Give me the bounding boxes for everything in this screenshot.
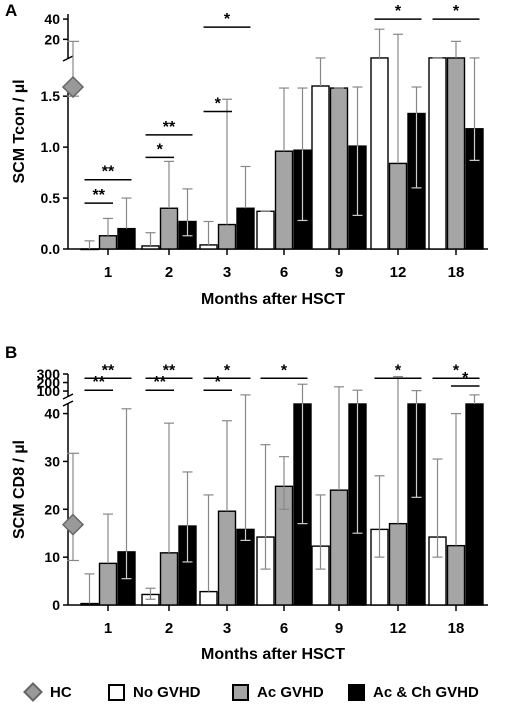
y-tick-label: 40 xyxy=(44,11,60,27)
panel-letter-b: B xyxy=(5,343,17,362)
bar-ac-gvhd-m3 xyxy=(217,510,237,606)
bar-no-gvhd-m2 xyxy=(141,245,160,250)
x-tick-label: 18 xyxy=(448,264,465,281)
y-tick-label: 200 xyxy=(37,375,61,391)
x-tick-label: 1 xyxy=(104,264,112,281)
legend-label-no-gvhd: No GVHD xyxy=(133,683,201,701)
significance-label: * xyxy=(453,3,460,20)
significance-label: * xyxy=(462,370,469,387)
axis-break-mark xyxy=(62,393,74,400)
y-axis-label: SCM Tcon / µl xyxy=(11,79,28,183)
y-tick-label: 0.5 xyxy=(41,190,61,206)
y-tick-label: 40 xyxy=(44,406,60,422)
significance-label: ** xyxy=(102,362,115,379)
y-tick-label: 20 xyxy=(44,31,60,47)
y-tick-label: 0.0 xyxy=(41,241,61,257)
bar-ac-gvhd-m6 xyxy=(274,150,294,250)
bar-no-gvhd-m3 xyxy=(199,590,218,606)
bar-no-gvhd-m3 xyxy=(199,244,218,250)
bar-no-gvhd-m6 xyxy=(256,210,275,250)
bar-ac-gvhd-m18 xyxy=(446,544,466,606)
bar-ac-gvhd-m12 xyxy=(388,522,408,606)
x-tick-label: 2 xyxy=(165,620,173,637)
bar-no-gvhd-m9 xyxy=(311,85,330,250)
significance-label: * xyxy=(395,362,402,379)
x-tick-label: 3 xyxy=(223,620,231,637)
significance-label: * xyxy=(395,3,402,20)
significance-label: * xyxy=(281,362,288,379)
bar-no-gvhd-m1 xyxy=(80,602,99,606)
y-axis-label: SCM CD8 / µl xyxy=(11,440,28,539)
significance-label: * xyxy=(215,374,222,391)
legend-swatch-hc xyxy=(23,682,43,702)
x-tick-label: 12 xyxy=(390,620,407,637)
bar-ac-gvhd-m3 xyxy=(217,223,237,250)
hc-point xyxy=(61,513,85,536)
axis-break-mark xyxy=(62,55,74,62)
x-axis-label: Months after HSCT xyxy=(201,291,345,308)
significance-label: * xyxy=(157,141,164,158)
significance-label: ** xyxy=(163,362,176,379)
bar-no-gvhd-m12 xyxy=(370,57,389,250)
bar-ac-gvhd-m2 xyxy=(159,207,179,250)
significance-label: ** xyxy=(93,187,106,204)
legend-item-ac-ch-gvhd: Ac & Ch GVHD xyxy=(348,677,479,707)
x-tick-label: 6 xyxy=(280,264,288,281)
legend: HC No GVHD Ac GVHD Ac & Ch GVHD xyxy=(0,677,510,707)
bar-ac-gvhd-m9 xyxy=(329,489,349,606)
x-tick-label: 3 xyxy=(223,264,231,281)
x-tick-label: 18 xyxy=(448,620,465,637)
significance-label: * xyxy=(224,362,231,379)
x-tick-label: 6 xyxy=(280,620,288,637)
y-tick-label: 0 xyxy=(52,597,60,613)
significance-label: * xyxy=(224,11,231,28)
x-tick-label: 9 xyxy=(335,264,343,281)
bar-ac-gvhd-m9 xyxy=(329,87,349,250)
legend-item-no-gvhd: No GVHD xyxy=(108,677,201,707)
significance-label: * xyxy=(453,362,460,379)
y-tick-label: 10 xyxy=(44,549,60,565)
legend-item-hc: HC xyxy=(22,677,72,707)
bar-ac-gvhd-m2 xyxy=(159,552,179,606)
bar-ac-ch-gvhd-m18 xyxy=(465,403,484,606)
significance-label: ** xyxy=(163,119,176,136)
panel-letter-a: A xyxy=(5,1,17,20)
bar-ac-gvhd-m1 xyxy=(98,235,118,250)
bar-ac-gvhd-m1 xyxy=(98,562,118,606)
legend-swatch-ac-gvhd xyxy=(232,683,249,701)
y-tick-label: 20 xyxy=(44,501,60,517)
legend-label-ac-ch-gvhd: Ac & Ch GVHD xyxy=(373,683,479,701)
bar-ac-gvhd-m18 xyxy=(446,57,466,250)
x-axis-label: Months after HSCT xyxy=(201,646,345,663)
x-tick-label: 9 xyxy=(335,620,343,637)
legend-item-ac-gvhd: Ac GVHD xyxy=(232,677,324,707)
y-tick-label: 1.5 xyxy=(41,88,61,104)
bar-no-gvhd-m18 xyxy=(428,57,447,250)
legend-label-ac-gvhd: Ac GVHD xyxy=(257,683,324,701)
y-tick-label: 1.0 xyxy=(41,139,61,155)
hc-point xyxy=(61,75,85,99)
legend-swatch-ac-ch-gvhd xyxy=(348,683,365,701)
axis-break-mark xyxy=(62,400,74,407)
y-tick-label: 100 xyxy=(37,383,61,399)
significance-label: * xyxy=(215,95,222,112)
x-tick-label: 1 xyxy=(104,620,112,637)
x-tick-label: 2 xyxy=(165,264,173,281)
bar-ac-ch-gvhd-m3 xyxy=(236,207,255,250)
bar-ac-gvhd-m12 xyxy=(388,162,408,250)
legend-label-hc: HC xyxy=(50,683,72,701)
y-tick-label: 30 xyxy=(44,453,60,469)
y-tick-label: 300 xyxy=(37,366,61,382)
bar-no-gvhd-m1 xyxy=(80,248,99,251)
significance-label: ** xyxy=(102,164,115,181)
bar-ac-ch-gvhd-m1 xyxy=(117,227,136,250)
x-tick-label: 12 xyxy=(390,264,407,281)
legend-swatch-no-gvhd xyxy=(108,683,125,701)
